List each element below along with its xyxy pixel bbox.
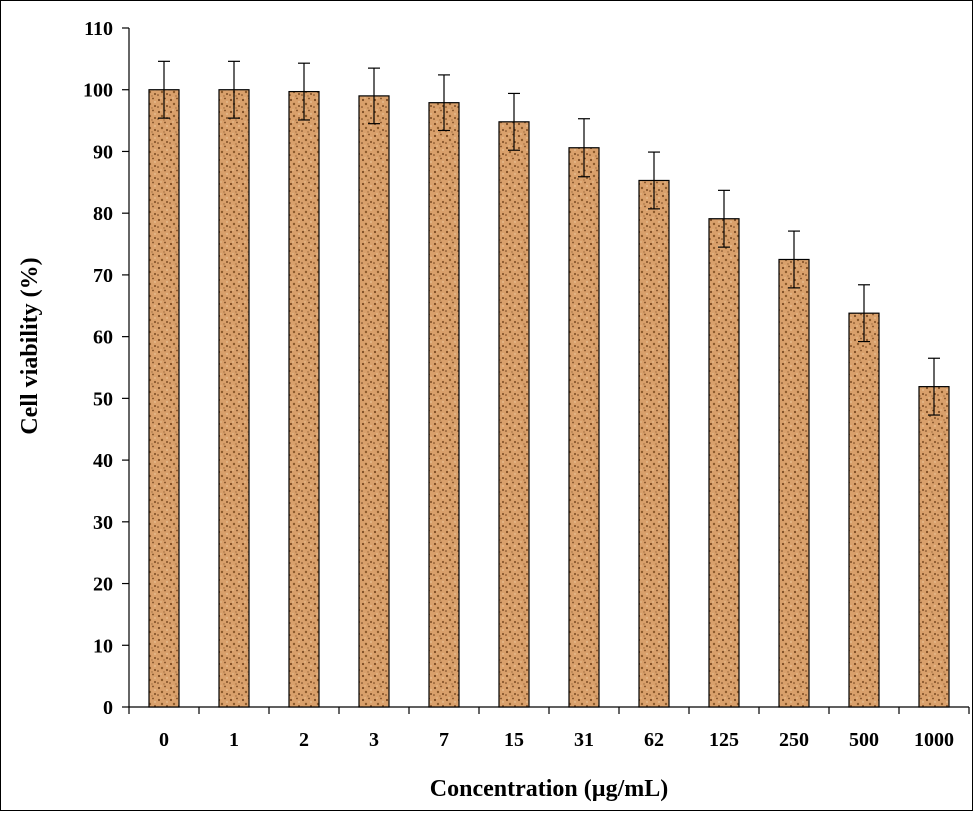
y-tick-label: 100	[83, 80, 113, 102]
y-axis: 0 10 20 30 40 50 60 70 80 90 100 110	[83, 18, 130, 719]
bar-500	[848, 312, 880, 708]
x-tick-label: 500	[849, 729, 879, 751]
x-tick-label: 62	[644, 729, 664, 751]
y-tick-label: 0	[103, 697, 113, 719]
y-tick-label: 30	[93, 512, 113, 534]
bar-0	[148, 89, 180, 708]
bar-31	[568, 147, 600, 708]
y-tick-label: 10	[93, 635, 113, 657]
bar-125	[708, 218, 740, 708]
x-tick-label: 15	[504, 729, 524, 751]
bar-15	[498, 121, 530, 708]
y-tick-label: 80	[93, 203, 113, 225]
x-axis-title: Concentration (µg/mL)	[430, 776, 668, 802]
bar-62	[638, 179, 670, 708]
y-tick-label: 40	[93, 450, 113, 472]
bars	[148, 89, 950, 708]
bar-3	[358, 95, 390, 708]
y-tick-label: 90	[93, 141, 113, 163]
x-tick-label: 7	[439, 729, 449, 751]
bar-7	[428, 102, 460, 708]
y-tick-label: 50	[93, 388, 113, 410]
x-tick-label: 0	[159, 729, 169, 751]
x-tick-label: 1000	[914, 729, 954, 751]
x-axis: 0 1 2 3 7 15 31 62 125 250 500 1000	[128, 706, 970, 751]
bar-1	[218, 89, 250, 708]
error-bars	[158, 60, 940, 416]
y-tick-label: 60	[93, 327, 113, 349]
y-tick-label: 110	[84, 18, 113, 40]
x-tick-label: 250	[779, 729, 809, 751]
y-axis-title: Cell viability (%)	[17, 257, 43, 434]
x-tick-label: 1	[229, 729, 239, 751]
x-tick-label: 2	[299, 729, 309, 751]
x-tick-label: 3	[369, 729, 379, 751]
bar-250	[778, 258, 810, 708]
bar-2	[288, 90, 320, 708]
y-tick-label: 20	[93, 574, 113, 596]
bar-1000	[918, 386, 950, 708]
y-tick-label: 70	[93, 265, 113, 287]
x-tick-label: 125	[709, 729, 739, 751]
x-tick-label: 31	[574, 729, 594, 751]
